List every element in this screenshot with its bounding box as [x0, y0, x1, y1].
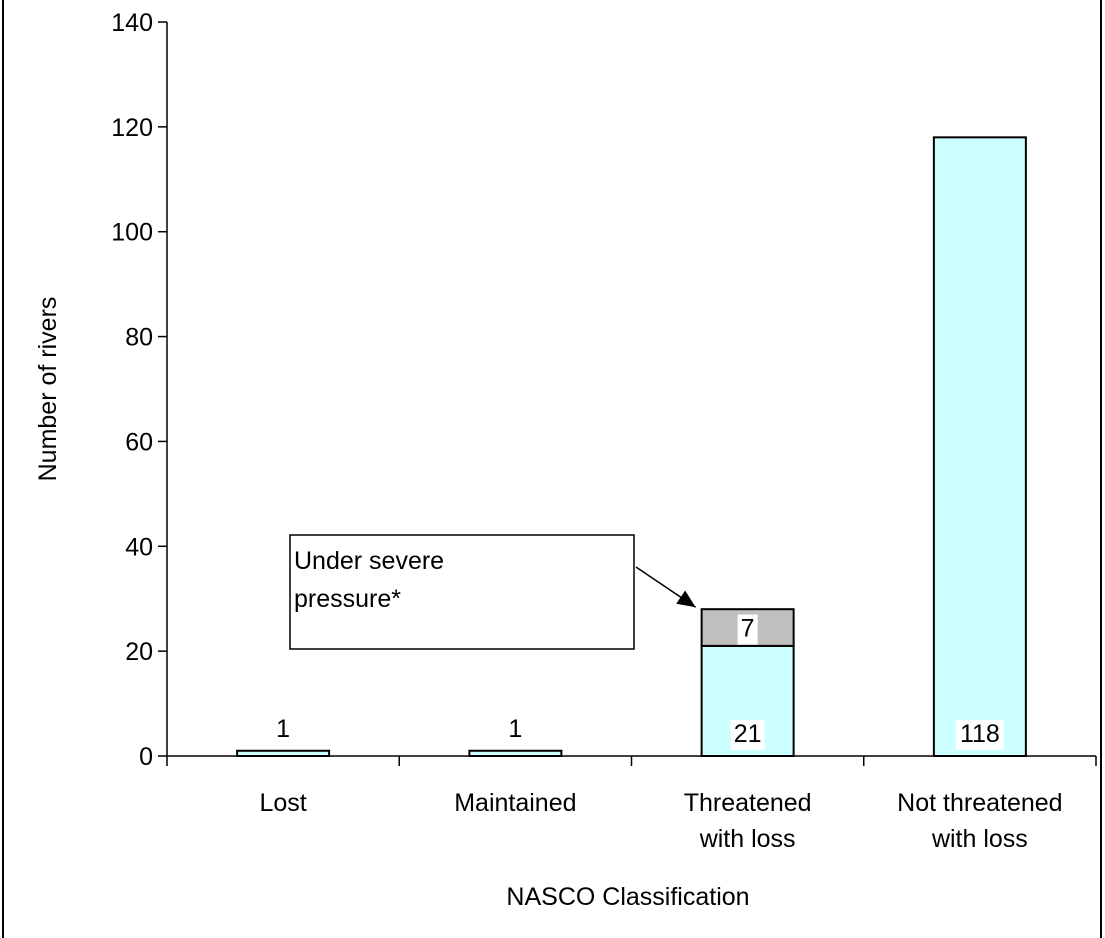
callout-text: Under severe	[294, 547, 444, 575]
x-tick-label: Lost	[259, 789, 306, 817]
callout-arrow-head	[676, 590, 696, 608]
y-tick-label: 80	[125, 324, 153, 352]
x-tick-label: Not threatened	[897, 789, 1062, 817]
plot-area: 0 20 40 60 80 100 120 140 Lost Maintained Threaten…	[111, 9, 1097, 853]
data-label-background	[955, 720, 1004, 750]
x-tick-label: Threatened	[684, 789, 812, 817]
data-label-background	[730, 720, 765, 750]
y-tick-label: 20	[125, 638, 153, 666]
data-label: 1	[508, 715, 522, 743]
y-tick-label: 0	[139, 743, 153, 771]
x-tick-label: with loss	[931, 825, 1028, 853]
data-label: 1	[276, 715, 290, 743]
x-tick-label: Maintained	[454, 789, 576, 817]
bar-segment	[932, 136, 1027, 758]
y-tick-label: 100	[111, 219, 153, 247]
bar-segment	[468, 749, 563, 757]
y-tick-label: 60	[125, 428, 153, 456]
y-axis-title: Number of rivers	[34, 297, 62, 482]
y-tick-label: 40	[125, 533, 153, 561]
x-tick-label: with loss	[699, 825, 796, 853]
data-label: 118	[960, 720, 1000, 748]
data-label: 21	[734, 720, 762, 748]
data-label-background	[737, 614, 758, 645]
y-tick-label: 120	[111, 114, 153, 142]
callout-text: pressure*	[294, 585, 401, 613]
callout-box	[289, 534, 635, 650]
x-axis-title: NASCO Classification	[506, 883, 749, 911]
y-tick-label: 140	[111, 9, 153, 37]
data-label: 7	[741, 615, 755, 643]
bar-segment	[236, 749, 331, 757]
